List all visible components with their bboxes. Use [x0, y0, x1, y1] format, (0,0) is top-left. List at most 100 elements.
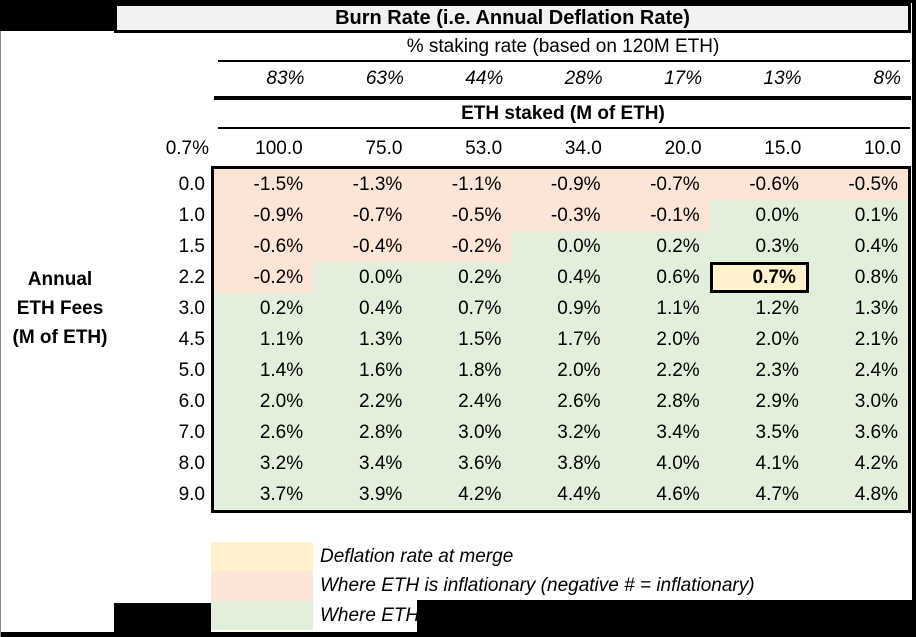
staking-rate-header-cell[interactable]: 28% — [564, 68, 603, 89]
burn-rate-cell[interactable]: 2.6% — [214, 417, 314, 448]
burn-rate-cell[interactable]: 1.3% — [313, 324, 413, 355]
burn-rate-cell[interactable]: 4.6% — [610, 479, 710, 510]
burn-rate-cell[interactable]: 1.7% — [511, 324, 611, 355]
burn-rate-cell[interactable]: -0.2% — [214, 262, 314, 293]
burn-rate-cell[interactable]: 2.8% — [610, 386, 710, 417]
burn-rate-cell[interactable]: 2.0% — [214, 386, 314, 417]
burn-rate-cell[interactable]: 2.1% — [808, 324, 908, 355]
burn-rate-cell[interactable]: 0.8% — [808, 262, 908, 293]
burn-rate-cell[interactable]: 2.6% — [511, 386, 611, 417]
fee-row-label[interactable]: 7.0 — [178, 421, 205, 443]
fee-row-label[interactable]: 4.5 — [178, 328, 205, 350]
burn-rate-cell[interactable]: 4.4% — [511, 479, 611, 510]
burn-rate-cell[interactable]: -1.1% — [412, 169, 512, 200]
burn-rate-cell[interactable]: 0.1% — [808, 200, 908, 231]
burn-rate-cell[interactable]: 0.4% — [808, 231, 908, 262]
burn-rate-cell[interactable]: 0.3% — [709, 231, 809, 262]
eth-staked-value-cell[interactable]: 100.0 — [255, 137, 303, 159]
fee-row-label[interactable]: 0.0 — [178, 173, 205, 195]
eth-staked-value-cell[interactable]: 34.0 — [564, 137, 602, 159]
burn-rate-cell[interactable]: 2.4% — [808, 355, 908, 386]
burn-rate-cell[interactable]: -0.5% — [808, 169, 908, 200]
burn-rate-cell[interactable]: 0.2% — [214, 293, 314, 324]
burn-rate-cell[interactable]: 3.6% — [412, 448, 512, 479]
fee-row-label[interactable]: 2.2 — [178, 266, 205, 288]
burn-rate-cell[interactable]: 3.0% — [412, 417, 512, 448]
burn-rate-cell[interactable]: 3.2% — [511, 417, 611, 448]
fee-row-label[interactable]: 3.0 — [178, 297, 205, 319]
burn-rate-cell[interactable]: 4.2% — [412, 479, 512, 510]
burn-rate-cell[interactable]: 3.4% — [610, 417, 710, 448]
burn-rate-cell[interactable]: 3.5% — [709, 417, 809, 448]
burn-rate-cell[interactable]: -0.7% — [610, 169, 710, 200]
burn-rate-cell[interactable]: 0.2% — [610, 231, 710, 262]
burn-rate-cell[interactable]: 0.7% — [412, 293, 512, 324]
staking-rate-header-cell[interactable]: 13% — [763, 68, 802, 89]
staking-rate-header-cell[interactable]: 83% — [266, 68, 305, 89]
burn-rate-cell[interactable]: 0.0% — [709, 200, 809, 231]
burn-rate-cell[interactable]: -0.6% — [709, 169, 809, 200]
burn-rate-cell[interactable]: 4.7% — [709, 479, 809, 510]
eth-staked-value-cell[interactable]: 75.0 — [365, 137, 403, 159]
fee-row-label[interactable]: 1.0 — [178, 204, 205, 226]
burn-rate-cell[interactable]: -0.4% — [313, 231, 413, 262]
burn-rate-cell[interactable]: -0.1% — [610, 200, 710, 231]
eth-staked-value-cell[interactable]: 10.0 — [864, 137, 901, 159]
burn-rate-cell[interactable]: 4.2% — [808, 448, 908, 479]
burn-rate-cell[interactable]: 2.0% — [511, 355, 611, 386]
burn-rate-cell[interactable]: 1.6% — [313, 355, 413, 386]
burn-rate-cell[interactable]: 3.9% — [313, 479, 413, 510]
fee-row-label[interactable]: 9.0 — [178, 483, 205, 505]
burn-rate-cell[interactable]: 2.2% — [610, 355, 710, 386]
burn-rate-cell[interactable]: -0.9% — [214, 200, 314, 231]
fee-row-label[interactable]: 5.0 — [178, 359, 205, 381]
burn-rate-cell[interactable]: 1.4% — [214, 355, 314, 386]
burn-rate-cell[interactable]: 3.4% — [313, 448, 413, 479]
burn-rate-cell[interactable]: 0.0% — [313, 262, 413, 293]
burn-rate-cell[interactable]: -0.9% — [511, 169, 611, 200]
burn-rate-cell[interactable]: -0.5% — [412, 200, 512, 231]
burn-rate-cell[interactable]: 1.3% — [808, 293, 908, 324]
burn-rate-cell[interactable]: 0.2% — [412, 262, 512, 293]
burn-rate-cell[interactable]: 1.2% — [709, 293, 809, 324]
burn-rate-cell[interactable]: 0.6% — [610, 262, 710, 293]
burn-rate-cell[interactable]: 3.6% — [808, 417, 908, 448]
eth-staked-value-cell[interactable]: 15.0 — [764, 137, 802, 159]
staking-rate-header-cell[interactable]: 63% — [365, 68, 404, 89]
staking-rate-header-cell[interactable]: 17% — [664, 68, 703, 89]
burn-rate-cell[interactable]: 3.7% — [214, 479, 314, 510]
burn-rate-cell[interactable]: 2.9% — [709, 386, 809, 417]
staking-rate-header-cell[interactable]: 44% — [465, 68, 504, 89]
burn-rate-cell[interactable]: 0.0% — [511, 231, 611, 262]
burn-rate-cell[interactable]: 4.8% — [808, 479, 908, 510]
staking-rate-header-cell[interactable]: 8% — [873, 68, 901, 89]
burn-rate-cell[interactable]: 0.9% — [511, 293, 611, 324]
burn-rate-cell[interactable]: 4.1% — [709, 448, 809, 479]
eth-staked-value-cell[interactable]: 53.0 — [465, 137, 503, 159]
burn-rate-cell[interactable]: 4.0% — [610, 448, 710, 479]
burn-rate-cell[interactable]: 2.2% — [313, 386, 413, 417]
burn-rate-cell[interactable]: 1.1% — [610, 293, 710, 324]
burn-rate-cell[interactable]: 3.0% — [808, 386, 908, 417]
merge-rate-row-label[interactable]: 0.7% — [165, 137, 209, 159]
burn-rate-cell[interactable]: 2.0% — [709, 324, 809, 355]
burn-rate-cell[interactable]: -1.3% — [313, 169, 413, 200]
burn-rate-cell[interactable]: 2.3% — [709, 355, 809, 386]
burn-rate-cell[interactable]: 1.5% — [412, 324, 512, 355]
burn-rate-cell[interactable]: 1.1% — [214, 324, 314, 355]
burn-rate-cell[interactable]: 3.2% — [214, 448, 314, 479]
burn-rate-cell[interactable]: 0.4% — [313, 293, 413, 324]
burn-rate-cell[interactable]: 2.0% — [610, 324, 710, 355]
burn-rate-cell[interactable]: 2.4% — [412, 386, 512, 417]
burn-rate-cell[interactable]: 0.4% — [511, 262, 611, 293]
burn-rate-cell[interactable]: -0.6% — [214, 231, 314, 262]
burn-rate-cell[interactable]: 3.8% — [511, 448, 611, 479]
fee-row-label[interactable]: 6.0 — [178, 390, 205, 412]
burn-rate-cell[interactable]: -0.2% — [412, 231, 512, 262]
burn-rate-cell[interactable]: -0.3% — [511, 200, 611, 231]
burn-rate-cell[interactable]: -0.7% — [313, 200, 413, 231]
burn-rate-cell[interactable]: -1.5% — [214, 169, 314, 200]
merge-deflation-rate-cell[interactable]: 0.7% — [709, 262, 809, 293]
fee-row-label[interactable]: 8.0 — [178, 452, 205, 474]
fee-row-label[interactable]: 1.5 — [178, 235, 205, 257]
